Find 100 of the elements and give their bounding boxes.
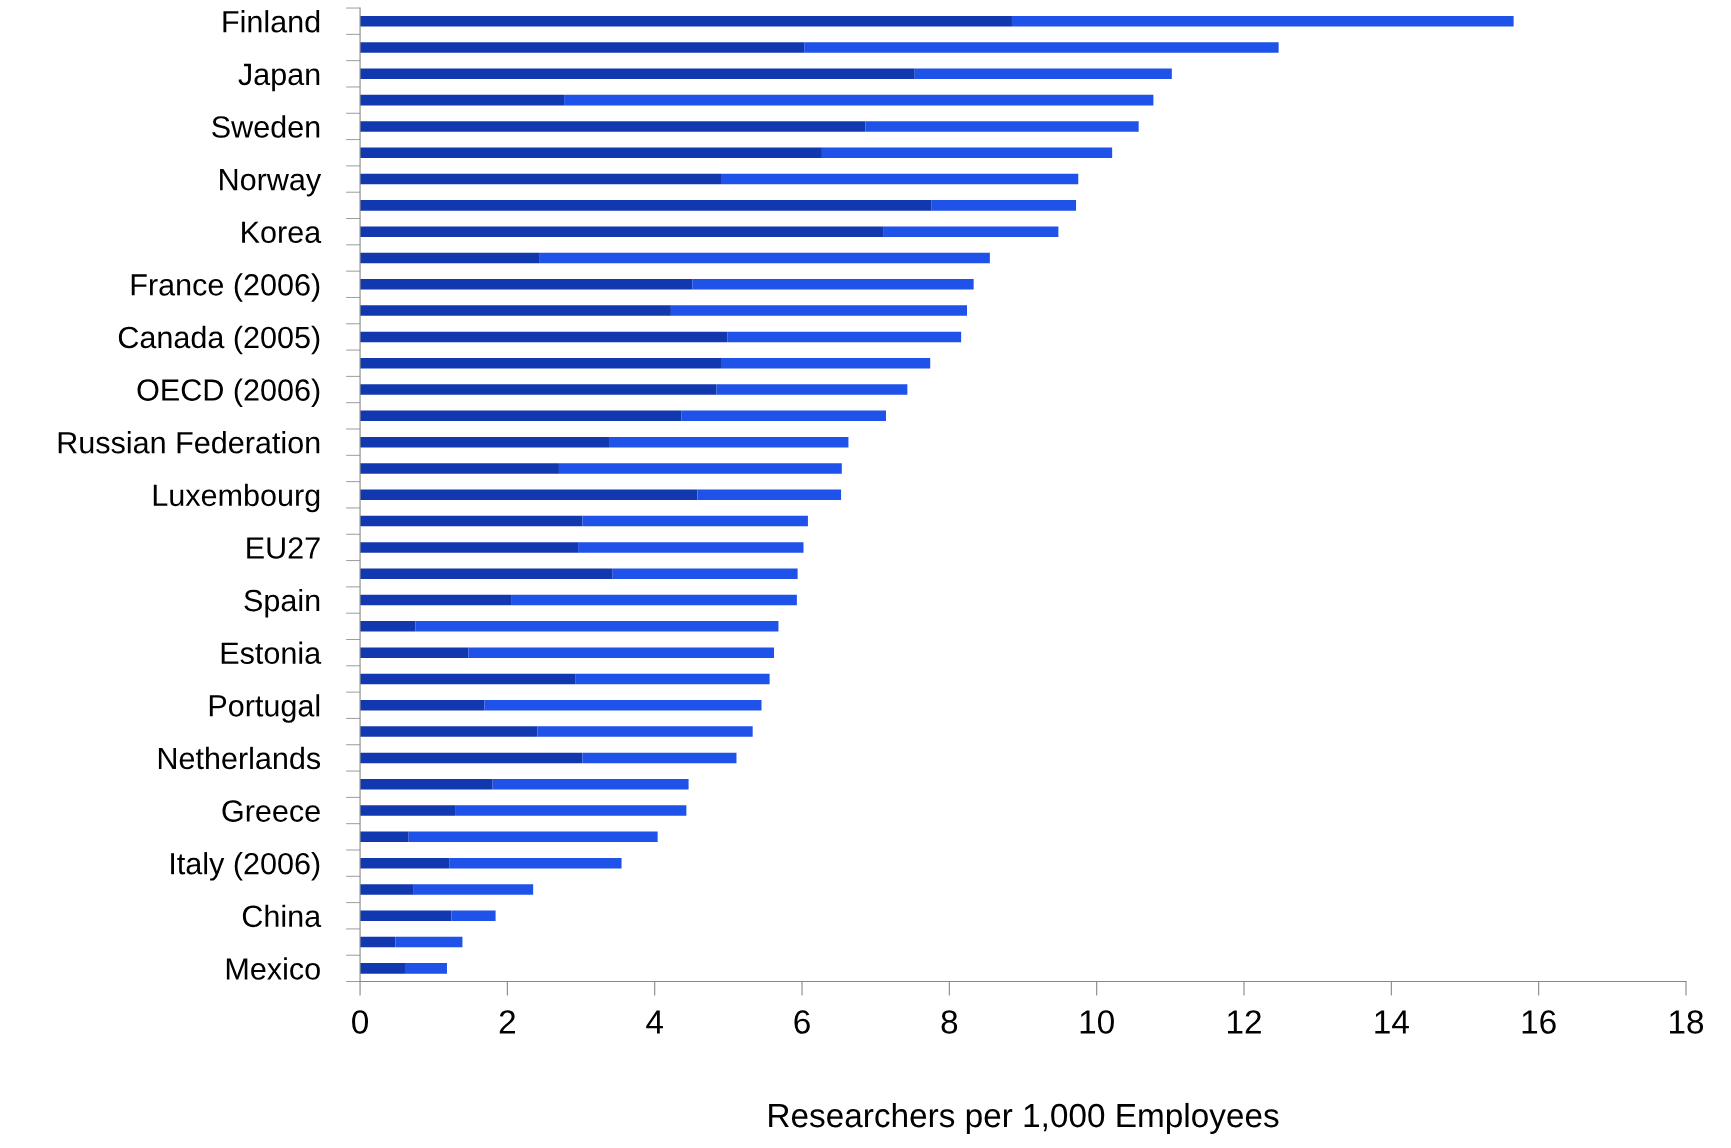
bar xyxy=(360,831,409,843)
bar xyxy=(451,910,496,922)
bar xyxy=(575,673,770,685)
bar xyxy=(360,279,693,290)
bar xyxy=(360,410,682,422)
y-tick-label: Netherlands xyxy=(158,746,321,770)
x-tick-label: 12 xyxy=(1228,1010,1261,1034)
y-tick-label: Italy (2006) xyxy=(171,852,320,881)
bar xyxy=(360,884,414,895)
bar xyxy=(360,936,396,948)
bar xyxy=(537,726,753,737)
bar xyxy=(360,173,721,185)
bar xyxy=(821,147,1113,159)
bar xyxy=(721,357,931,369)
bar xyxy=(360,489,698,501)
bar xyxy=(395,936,463,948)
bar xyxy=(360,910,452,922)
x-tick-label: 18 xyxy=(1670,1010,1704,1034)
bar xyxy=(564,94,1154,106)
bar xyxy=(609,436,849,448)
bar xyxy=(360,963,405,974)
y-tick-label: Canada (2005) xyxy=(118,325,320,355)
y-tick-label: Finland xyxy=(223,10,320,33)
y-tick-label: Sweden xyxy=(212,115,320,138)
bar xyxy=(468,647,775,658)
y-tick-label: Luxembourg xyxy=(153,483,320,513)
bar xyxy=(360,436,610,448)
bar xyxy=(914,68,1172,80)
bar xyxy=(360,726,538,737)
bar xyxy=(413,884,534,895)
y-tick-label: EU27 xyxy=(247,537,320,559)
y-tick-label: Norway xyxy=(220,169,322,197)
bar xyxy=(681,410,887,422)
x-axis-title: Researchers per 1,000 Employees xyxy=(769,1102,1279,1134)
bar xyxy=(578,542,804,553)
bar xyxy=(360,121,866,132)
bar xyxy=(415,621,779,632)
x-tick-label: 10 xyxy=(1080,1010,1114,1034)
bar xyxy=(360,68,915,80)
bar xyxy=(360,147,822,159)
y-tick-label: France (2006) xyxy=(131,273,320,302)
bar xyxy=(721,173,1079,185)
y-tick-label: Greece xyxy=(222,800,320,822)
bar xyxy=(360,357,721,369)
y-tick-label: Mexico xyxy=(226,957,320,980)
bar xyxy=(455,805,687,816)
bar xyxy=(360,621,416,632)
bar xyxy=(360,384,717,395)
x-tick-label: 2 xyxy=(499,1010,515,1034)
y-tick-label: Portugal xyxy=(209,694,320,723)
y-tick-label: Japan xyxy=(238,63,320,92)
y-tick-label: Estonia xyxy=(221,641,322,665)
bar xyxy=(360,15,1012,27)
bar xyxy=(692,279,974,290)
bar xyxy=(360,805,456,816)
bar xyxy=(360,42,805,53)
bar xyxy=(404,963,447,974)
bar xyxy=(1011,15,1514,27)
bar xyxy=(360,594,512,606)
bar xyxy=(360,305,671,316)
bar xyxy=(360,515,583,527)
bar xyxy=(360,568,613,579)
y-tick-label: Spain xyxy=(244,588,320,618)
bar xyxy=(360,673,576,685)
x-tick-label: 14 xyxy=(1375,1010,1409,1034)
bar xyxy=(360,226,884,237)
bar xyxy=(582,752,737,764)
bar xyxy=(449,857,622,869)
bar xyxy=(408,831,658,843)
bar xyxy=(931,200,1077,211)
y-tick-label: Korea xyxy=(242,221,322,244)
bar xyxy=(360,200,932,211)
y-tick-label: Russian Federation xyxy=(58,431,320,454)
bar xyxy=(360,542,579,553)
bar xyxy=(360,857,450,869)
bar xyxy=(582,515,808,527)
bar xyxy=(360,94,565,106)
bar xyxy=(539,252,990,264)
bar xyxy=(716,384,908,395)
y-tick-label: OECD (2006) xyxy=(137,378,320,407)
bar xyxy=(360,700,485,711)
bar xyxy=(360,647,469,658)
x-tick-label: 0 xyxy=(352,1010,369,1034)
bar xyxy=(360,752,583,764)
bar xyxy=(670,305,968,316)
bar xyxy=(360,778,493,790)
bar xyxy=(883,226,1059,237)
bar xyxy=(484,700,762,711)
bar xyxy=(558,463,842,474)
bar xyxy=(492,778,689,790)
bar xyxy=(727,331,962,343)
bar xyxy=(511,594,797,606)
bar xyxy=(697,489,842,501)
bar xyxy=(360,463,559,474)
x-tick-label: 8 xyxy=(941,1010,958,1034)
x-tick-label: 6 xyxy=(794,1010,810,1034)
y-tick-label: China xyxy=(242,904,322,928)
bar xyxy=(804,42,1279,53)
x-tick-label: 16 xyxy=(1522,1010,1556,1034)
bar xyxy=(612,568,798,579)
